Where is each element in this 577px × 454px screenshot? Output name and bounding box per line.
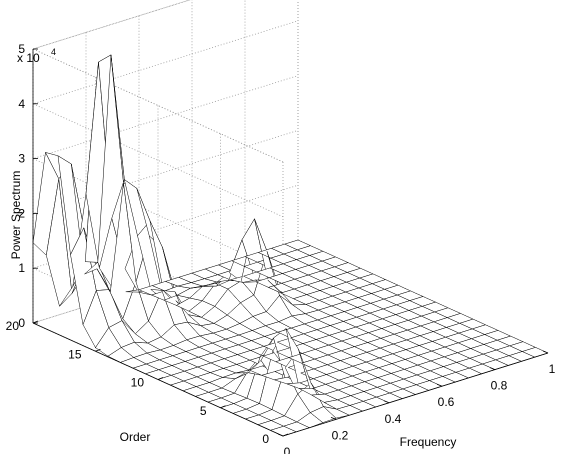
x-tick-label: 0 — [284, 445, 291, 454]
z-tick-label: 5 — [18, 42, 25, 56]
x-tick-mark — [277, 433, 284, 437]
z-tick-label: 0 — [18, 316, 25, 330]
z-tick-label: 3 — [18, 152, 25, 166]
y-tick-mark — [282, 433, 289, 437]
x-tick-mark — [383, 400, 390, 404]
y-tick-label: 15 — [68, 347, 82, 361]
x-tick-label: 1 — [549, 362, 556, 376]
x-axis-label: Frequency — [400, 435, 457, 449]
x-tick-label: 0.2 — [332, 428, 349, 442]
grid-line — [31, 130, 299, 327]
y-tick-label: 20 — [6, 319, 20, 333]
x-tick-label: 0.4 — [385, 412, 402, 426]
grid-line — [31, 184, 299, 382]
y-tick-mark — [95, 348, 101, 352]
grid-line — [31, 20, 299, 218]
x-tick-mark — [542, 350, 549, 354]
grid-line — [31, 0, 284, 163]
y-tick-label: 5 — [200, 404, 207, 418]
z-tick-label: 2 — [18, 206, 25, 220]
z-multiplier-label: x 10 — [17, 51, 40, 65]
y-tick-label: 0 — [262, 432, 269, 446]
grid-line — [31, 75, 299, 272]
x-tick-label: 0.6 — [438, 395, 455, 409]
x-tick-mark — [330, 417, 337, 420]
x-axis-line — [282, 352, 549, 437]
y-tick-label: 10 — [131, 376, 145, 390]
y-tick-mark — [220, 405, 226, 409]
surface-mesh — [32, 54, 549, 437]
grid-line — [32, 48, 284, 163]
z-tick-label: 4 — [18, 97, 25, 111]
z-axis-label: Power Spectrum — [9, 171, 23, 260]
y-axis-label: Order — [120, 430, 151, 444]
grid-line — [32, 0, 191, 50]
x-tick-mark — [489, 367, 496, 370]
x-tick-mark — [436, 383, 443, 387]
z-tick-label: 1 — [18, 261, 25, 275]
z-multiplier-exponent: 4 — [51, 47, 56, 57]
axes-lines — [32, 48, 549, 437]
y-tick-mark — [157, 377, 164, 380]
x-tick-label: 0.8 — [491, 379, 508, 393]
